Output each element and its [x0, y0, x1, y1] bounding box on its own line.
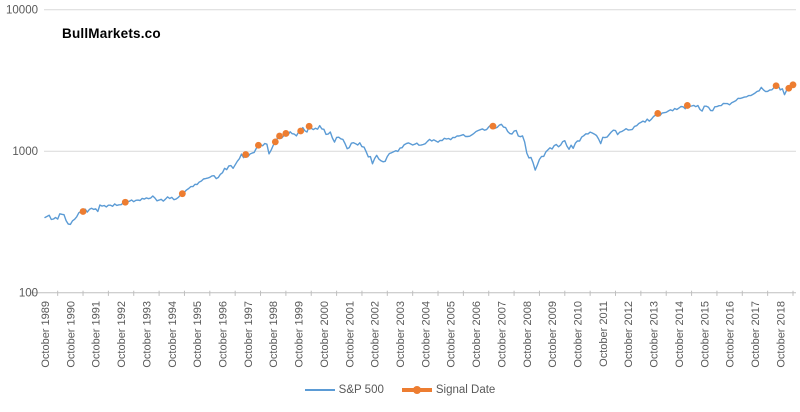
y-axis-label: 100 [19, 288, 38, 300]
y-axis-label: 1000 [12, 146, 38, 158]
x-axis-label: October 2008 [522, 301, 534, 368]
x-axis-label: October 2000 [319, 301, 331, 368]
signal-marker [654, 110, 662, 117]
signal-marker [178, 190, 186, 198]
x-axis-label: October 2012 [623, 301, 635, 368]
signal-marker [271, 138, 279, 146]
signal-marker [255, 141, 262, 149]
legend-label-sp500: S&P 500 [338, 384, 384, 396]
sp500-line-swatch-icon [304, 389, 335, 391]
sp500-line [44, 84, 794, 226]
x-axis-label: October 2013 [649, 301, 661, 368]
x-axis-label: October 2003 [395, 301, 407, 368]
x-axis-label: October 1998 [268, 301, 280, 368]
x-axis-label: October 2010 [572, 301, 584, 368]
x-axis-label: October 2017 [750, 301, 762, 368]
x-axis-label: October 2016 [725, 301, 737, 368]
x-axis-label: October 1999 [294, 301, 306, 368]
signal-marker [297, 127, 305, 135]
signal-marker [121, 198, 129, 206]
signal-marker [789, 81, 797, 89]
x-axis-label: October 2002 [370, 301, 382, 368]
x-axis-label: October 1994 [167, 301, 179, 368]
x-axis-label: October 1995 [192, 301, 204, 368]
signal-marker [242, 151, 250, 158]
x-axis-label: October 1991 [91, 301, 103, 368]
x-axis-label: October 2004 [420, 301, 432, 368]
x-axis-label: October 2018 [775, 301, 787, 368]
legend-item-signal-date: Signal Date [401, 384, 496, 396]
signal-marker [489, 122, 497, 130]
x-axis-label: October 2001 [344, 301, 356, 368]
x-axis-label: October 2015 [699, 301, 711, 368]
chart-title: BullMarkets.co [62, 26, 161, 41]
x-axis-label: October 1992 [116, 301, 128, 368]
signal-marker [305, 122, 313, 130]
signal-date-swatch-icon [401, 386, 432, 394]
legend-label-signal-date: Signal Date [435, 384, 496, 396]
x-axis-label: October 1990 [65, 301, 77, 368]
x-axis-label: October 2011 [598, 301, 610, 367]
signal-marker [683, 102, 691, 109]
chart-legend: S&P 500 Signal Date [0, 384, 800, 396]
signal-marker [276, 132, 283, 140]
signal-marker-icon [412, 386, 421, 394]
y-axis-label: 10000 [6, 5, 38, 17]
x-axis-label: October 2014 [674, 301, 686, 368]
signal-marker [79, 208, 87, 215]
x-axis-label: October 1989 [40, 301, 52, 368]
x-axis-label: October 2006 [471, 301, 483, 368]
x-axis-label: October 2005 [446, 301, 458, 368]
x-axis-label: October 2007 [496, 301, 508, 368]
x-axis-label: October 1996 [217, 301, 229, 368]
signal-marker [772, 82, 780, 90]
x-axis-label: October 1997 [243, 301, 255, 368]
x-axis-label: October 2009 [547, 301, 559, 368]
signal-marker [282, 130, 290, 137]
x-axis-label: October 1993 [141, 301, 153, 368]
legend-item-sp500: S&P 500 [304, 384, 384, 396]
